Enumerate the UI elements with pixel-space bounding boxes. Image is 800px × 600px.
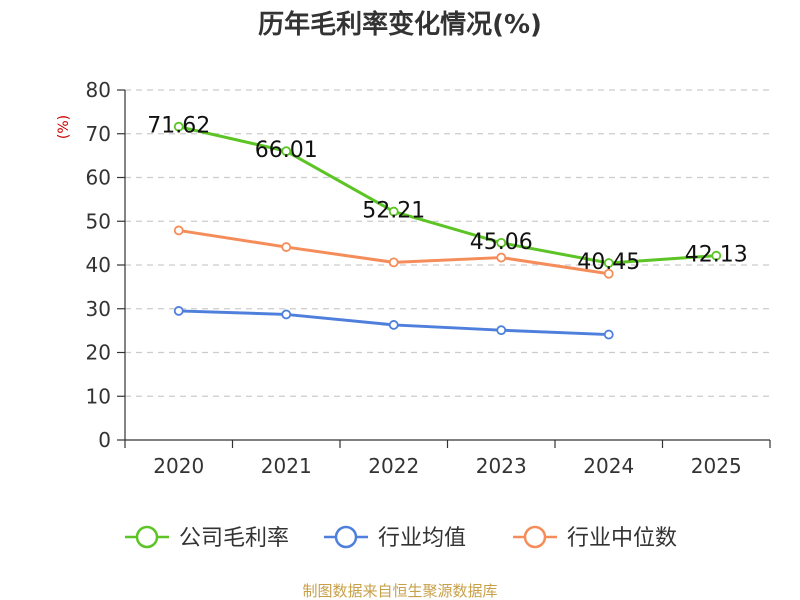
legend-label: 行业均值	[378, 526, 466, 551]
data-point[interactable]	[496, 325, 507, 336]
legend-item[interactable]: 公司毛利率	[125, 525, 289, 551]
y-tick-label: 20	[86, 341, 111, 365]
series-2	[173, 225, 614, 279]
y-axis-label: (%)	[56, 115, 72, 139]
data-point[interactable]	[281, 146, 292, 157]
source-note: 制图数据来自恒生聚源数据库	[302, 582, 497, 600]
x-tick-label: 2024	[583, 454, 634, 478]
y-tick-label: 0	[98, 428, 111, 452]
series-line	[178, 125, 717, 265]
data-point[interactable]	[173, 306, 184, 316]
data-label: 71.62	[147, 114, 210, 139]
data-label: 52.21	[362, 199, 425, 224]
data-label: 66.01	[255, 138, 318, 163]
data-point[interactable]	[388, 257, 399, 268]
chart-title: 历年毛利率变化情况(%)	[258, 9, 542, 40]
x-tick-label: 2020	[153, 454, 204, 478]
data-point[interactable]	[603, 258, 614, 268]
legend-label: 公司毛利率	[179, 526, 289, 551]
legend-swatch-marker	[135, 525, 159, 549]
data-label: 45.06	[470, 230, 533, 255]
legend-swatch-marker	[334, 525, 358, 549]
x-tick-label: 2023	[476, 454, 527, 478]
y-tick-label: 50	[86, 209, 111, 233]
data-label: 42.13	[685, 243, 748, 268]
data-point[interactable]	[281, 242, 292, 252]
x-tick-label: 2021	[261, 454, 312, 478]
data-point[interactable]	[281, 309, 292, 320]
data-point[interactable]	[388, 320, 399, 330]
legend-item[interactable]: 行业中位数	[513, 525, 677, 551]
legend[interactable]: 公司毛利率 行业均值 行业中位数	[125, 525, 677, 551]
data-point[interactable]	[711, 250, 722, 261]
y-tick-label: 40	[86, 253, 111, 277]
data-point[interactable]	[496, 237, 507, 248]
legend-label: 行业中位数	[567, 526, 677, 551]
data-point[interactable]	[603, 268, 614, 279]
data-point[interactable]	[603, 329, 614, 340]
data-point[interactable]	[388, 206, 399, 217]
x-tick-label: 2025	[691, 454, 742, 478]
gridlines	[125, 89, 770, 397]
y-tick-label: 70	[86, 122, 111, 146]
x-tick-label: 2022	[368, 454, 419, 478]
axes: 0 10 20 30 40 50 60 70 80 2020 2021 2022 2023 2024 202…	[86, 78, 771, 478]
data-point[interactable]	[496, 252, 507, 263]
y-tick-label: 30	[86, 297, 111, 321]
y-tick-label: 60	[86, 166, 111, 190]
y-tick-label: 10	[86, 384, 111, 408]
data-point[interactable]	[173, 225, 184, 236]
data-point[interactable]	[173, 121, 184, 132]
legend-item[interactable]: 行业均值	[324, 525, 466, 551]
y-tick-label: 80	[86, 78, 111, 102]
legend-swatch-marker	[523, 525, 547, 549]
series-1	[173, 306, 614, 340]
